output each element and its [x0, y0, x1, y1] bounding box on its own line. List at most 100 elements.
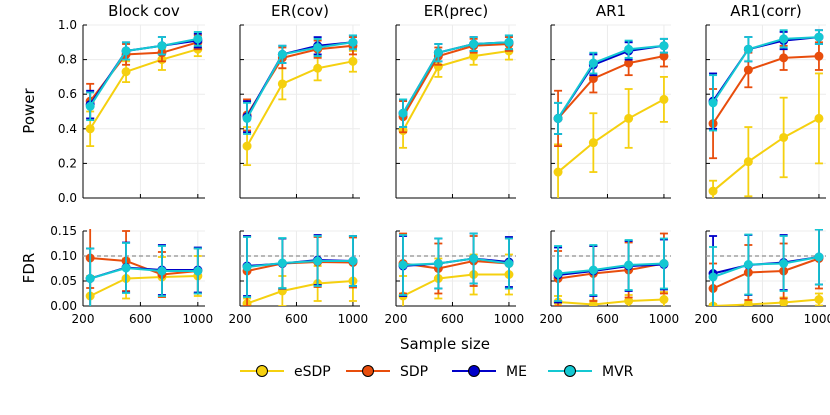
series-line-sdp — [557, 262, 665, 280]
power-series — [242, 34, 358, 167]
data-point-mvr — [469, 39, 479, 49]
data-point-esdp — [743, 300, 753, 306]
series-line-mvr — [557, 44, 665, 119]
data-point-mvr — [588, 58, 598, 68]
fdr-series — [553, 232, 669, 306]
fdr-axes: 200 600 1000 — [385, 230, 525, 326]
panel-5: AR1(corr) 200 600 1000 — [695, 2, 830, 326]
data-point-mvr — [708, 98, 718, 108]
power-axes — [239, 24, 360, 199]
fdr-axes: 200 600 1000 — [229, 230, 369, 326]
series-line-sdp — [89, 41, 199, 102]
legend-item-esdp: eSDP — [240, 364, 331, 380]
series-line-esdp — [557, 98, 665, 173]
series-line-mvr — [403, 257, 510, 266]
data-point-esdp — [659, 94, 669, 104]
ylabel-fdr: FDR — [20, 253, 38, 284]
data-point-mvr — [277, 49, 287, 59]
data-point-mvr — [85, 101, 95, 111]
power-series — [553, 37, 669, 198]
series-line-mvr — [712, 256, 820, 278]
data-point-esdp — [624, 113, 634, 123]
x-tick-label: 200 — [540, 312, 563, 326]
series-line-mvr — [402, 41, 509, 114]
series-line-sdp — [246, 260, 353, 272]
data-point-mvr — [348, 37, 358, 47]
data-point-mvr — [313, 256, 323, 266]
data-point-mvr — [121, 263, 131, 273]
data-point-mvr — [398, 108, 408, 118]
data-point-esdp — [85, 124, 95, 134]
x-tick-label: 200 — [385, 312, 408, 326]
series-line-esdp — [89, 275, 198, 297]
series-line-sdp — [402, 259, 510, 270]
series-line-esdp — [712, 117, 820, 192]
series-line-esdp — [402, 49, 510, 132]
data-point-mvr — [193, 266, 203, 276]
data-point-mvr — [348, 256, 358, 266]
x-tick-label: 1000 — [338, 312, 369, 326]
data-point-mvr — [469, 254, 479, 263]
data-point-esdp — [814, 295, 824, 304]
x-tick-label: 1000 — [183, 312, 214, 326]
data-point-mvr — [743, 260, 753, 269]
data-point-mvr — [624, 260, 634, 270]
legend-label: eSDP — [294, 364, 331, 380]
power-axes — [705, 24, 826, 199]
data-point-esdp — [313, 63, 323, 73]
x-tick-label: 600 — [441, 312, 464, 326]
legend-label: SDP — [400, 364, 428, 380]
series-line-sdp — [557, 55, 665, 120]
power-series — [708, 29, 824, 198]
data-point-mvr — [157, 41, 167, 51]
power-y-tick-label: 0.0 — [58, 191, 77, 205]
data-point-mvr — [157, 266, 167, 276]
data-point-mvr — [659, 41, 669, 51]
series-line-mvr — [246, 260, 353, 268]
data-point-esdp — [277, 79, 287, 89]
power-y-tick-label: 0.2 — [58, 156, 77, 170]
series-line-esdp — [246, 60, 354, 147]
data-point-mvr — [242, 113, 252, 123]
data-point-mvr — [121, 46, 131, 56]
ylabel-power: Power — [20, 87, 38, 133]
data-point-mvr — [779, 259, 789, 268]
series-line-esdp — [402, 273, 509, 297]
series-line-sdp — [402, 43, 509, 118]
fdr-series — [708, 229, 824, 306]
panel-title: AR1 — [596, 2, 626, 20]
panel-title: Block cov — [108, 2, 180, 20]
power-y-tick-label: 0.8 — [58, 53, 77, 67]
series-line-mvr — [89, 37, 199, 107]
fdr-axes: 200 600 1000 — [540, 230, 679, 326]
data-point-mvr — [659, 259, 669, 268]
data-point-mvr — [433, 259, 443, 268]
data-point-esdp — [708, 186, 718, 196]
fdr-axes: 0.00 0.05 0.10 0.15 200 600 1000 — [50, 224, 213, 326]
data-point-esdp — [743, 157, 753, 167]
data-point-mvr — [708, 272, 718, 282]
data-point-esdp — [588, 138, 598, 148]
power-y-tick-label: 1.0 — [58, 18, 77, 32]
fdr-y-tick-label: 0.00 — [50, 299, 77, 313]
data-point-mvr — [433, 48, 443, 58]
panel-1: Block cov0.00.20.40.60.81.00.000.050.100… — [50, 2, 213, 326]
legend-item-mvr: MVR — [548, 364, 634, 380]
fdr-y-tick-label: 0.05 — [50, 274, 77, 288]
data-point-mvr — [277, 258, 287, 268]
panel-title: AR1(corr) — [730, 2, 801, 20]
series-line-sdp — [712, 257, 820, 290]
x-tick-label: 1000 — [494, 312, 525, 326]
data-point-sdp — [779, 53, 789, 63]
x-tick-label: 200 — [695, 312, 718, 326]
data-point-mvr — [814, 32, 824, 42]
power-axes: 0.0 0.2 0.4 0.6 0.8 1.0 — [58, 18, 205, 205]
x-tick-label: 200 — [229, 312, 252, 326]
panel-3: ER(prec) 200 600 1000 — [385, 2, 525, 326]
data-point-mvr — [553, 269, 563, 278]
data-point-esdp — [659, 295, 669, 304]
panel-title: ER(prec) — [424, 2, 488, 20]
data-point-mvr — [779, 34, 789, 44]
data-point-mvr — [743, 44, 753, 54]
